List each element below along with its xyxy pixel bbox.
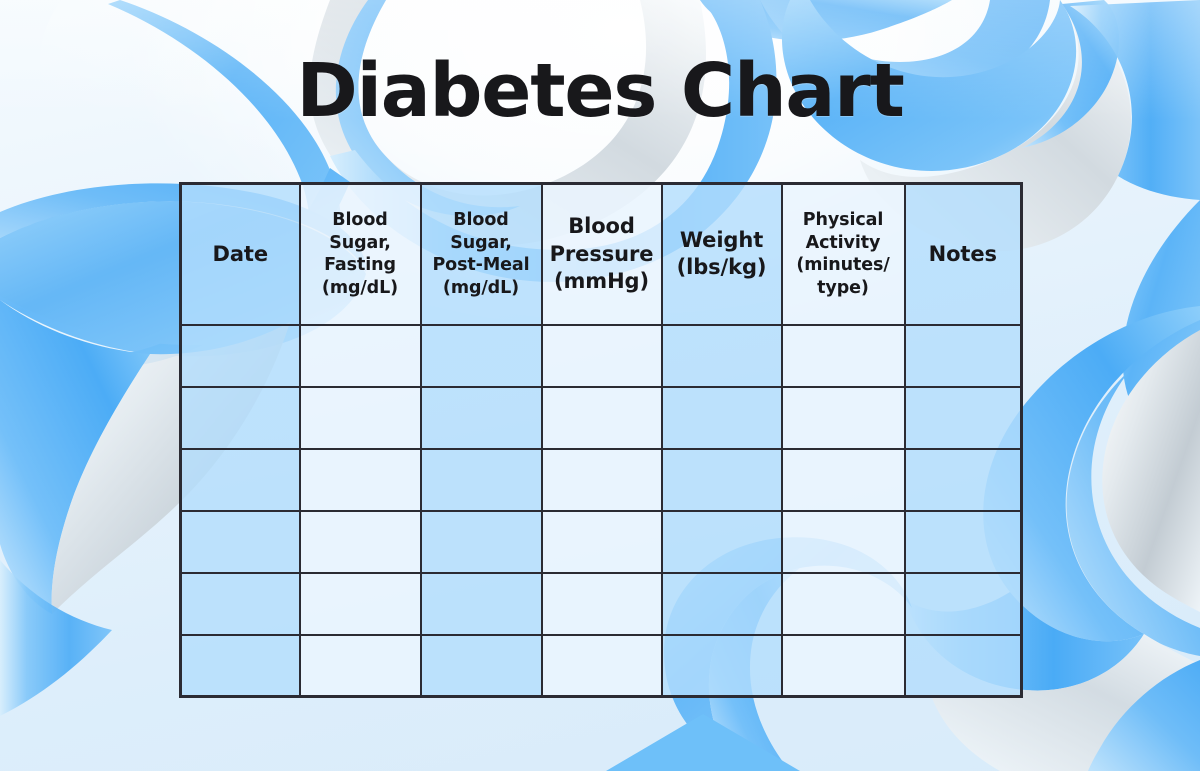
ribbon-top-center-strip <box>700 0 952 41</box>
column-header-line: Date <box>212 241 269 266</box>
table-row <box>179 323 1023 388</box>
cell-blood-pressure-row5[interactable] <box>540 571 663 636</box>
cell-blood-sugar-post-meal-row1[interactable] <box>419 323 543 388</box>
column-header-physical-activity: Physical Activity (minutes/type) <box>780 182 906 326</box>
cell-blood-sugar-fasting-row6[interactable] <box>298 633 422 698</box>
cell-blood-pressure-row4[interactable] <box>540 509 663 574</box>
column-header-line: Notes <box>928 241 997 266</box>
cell-blood-pressure-row1[interactable] <box>540 323 663 388</box>
cell-weight-row2[interactable] <box>660 385 783 450</box>
column-header-line: Blood <box>332 209 388 230</box>
cell-physical-activity-row5[interactable] <box>780 571 906 636</box>
cell-blood-sugar-fasting-row3[interactable] <box>298 447 422 512</box>
ribbon-left-tail <box>0 300 150 614</box>
cell-weight-row4[interactable] <box>660 509 783 574</box>
column-header-line: Physical <box>802 209 884 230</box>
table-row <box>179 385 1023 450</box>
cell-notes-row1[interactable] <box>903 323 1023 388</box>
cell-blood-sugar-fasting-row4[interactable] <box>298 509 422 574</box>
table-header: Date Blood Sugar, Fasting (mg/dL) Blood Sugar,… <box>179 182 1023 326</box>
column-header-line: Blood <box>453 209 509 230</box>
column-header-line: Post-Meal <box>432 255 530 276</box>
triangle-bottom-center <box>606 714 800 771</box>
ribbon-bottom-right-tip <box>1088 660 1200 771</box>
diabetes-chart-table: Date Blood Sugar, Fasting (mg/dL) Blood Sugar,… <box>179 182 1023 698</box>
cell-date-row5[interactable] <box>179 571 301 636</box>
column-header-line: type) <box>817 278 869 298</box>
column-header-weight: Weight (lbs/kg) <box>660 182 783 326</box>
column-header-line: Activity <box>805 232 881 253</box>
cell-date-row4[interactable] <box>179 509 301 574</box>
ribbon-right-upper <box>1122 200 1200 466</box>
cell-blood-sugar-fasting-row1[interactable] <box>298 323 422 388</box>
column-header-line: Weight <box>679 227 764 252</box>
column-header-line: (mmHg) <box>554 268 649 293</box>
cell-blood-sugar-post-meal-row3[interactable] <box>419 447 543 512</box>
column-header-line: (minutes/ <box>796 255 890 276</box>
table-row <box>179 447 1023 512</box>
cell-physical-activity-row3[interactable] <box>780 447 906 512</box>
cell-weight-row6[interactable] <box>660 633 783 698</box>
cell-physical-activity-row2[interactable] <box>780 385 906 450</box>
cell-notes-row5[interactable] <box>903 571 1023 636</box>
cell-weight-row3[interactable] <box>660 447 783 512</box>
column-header-blood-sugar-post-meal: Blood Sugar, Post-Meal (mg/dL) <box>419 182 543 326</box>
cell-notes-row6[interactable] <box>903 633 1023 698</box>
page-title: Diabetes Chart <box>296 48 904 134</box>
cell-date-row2[interactable] <box>179 385 301 450</box>
column-header-notes: Notes <box>903 182 1023 326</box>
cell-blood-pressure-row3[interactable] <box>540 447 663 512</box>
cell-date-row1[interactable] <box>179 323 301 388</box>
cell-blood-pressure-row6[interactable] <box>540 633 663 698</box>
column-header-line: Blood <box>568 214 635 239</box>
cell-notes-row4[interactable] <box>903 509 1023 574</box>
column-header-blood-sugar-fasting: Blood Sugar, Fasting (mg/dL) <box>298 182 422 326</box>
ribbon-right-loop-edge <box>1066 370 1200 656</box>
column-header-line: Sugar, <box>329 232 391 253</box>
cell-blood-sugar-post-meal-row4[interactable] <box>419 509 543 574</box>
table-row <box>179 509 1023 574</box>
column-header-line: (mg/dL) <box>442 278 520 298</box>
diabetes-chart-table-container: Date Blood Sugar, Fasting (mg/dL) Blood Sugar,… <box>179 182 1023 698</box>
ribbon-left-bottom-tip <box>0 560 112 716</box>
column-header-line: Fasting <box>324 255 396 276</box>
cell-blood-pressure-row2[interactable] <box>540 385 663 450</box>
column-header-line: Sugar, <box>450 232 512 253</box>
cell-weight-row5[interactable] <box>660 571 783 636</box>
table-body <box>179 323 1023 698</box>
cell-physical-activity-row4[interactable] <box>780 509 906 574</box>
table-header-row: Date Blood Sugar, Fasting (mg/dL) Blood Sugar,… <box>179 182 1023 326</box>
cell-blood-sugar-post-meal-row2[interactable] <box>419 385 543 450</box>
ribbon-right-loop-back <box>1102 330 1200 612</box>
cell-notes-row2[interactable] <box>903 385 1023 450</box>
cell-date-row3[interactable] <box>179 447 301 512</box>
cell-weight-row1[interactable] <box>660 323 783 388</box>
column-header-line: Pressure <box>549 241 654 266</box>
cell-date-row6[interactable] <box>179 633 301 698</box>
column-header-line: (lbs/kg) <box>676 255 767 280</box>
cell-blood-sugar-fasting-row5[interactable] <box>298 571 422 636</box>
table-row <box>179 633 1023 698</box>
cell-physical-activity-row6[interactable] <box>780 633 906 698</box>
column-header-line: (mg/dL) <box>321 278 399 298</box>
column-header-blood-pressure: Blood Pressure (mmHg) <box>540 182 663 326</box>
column-header-date: Date <box>179 182 301 326</box>
cell-notes-row3[interactable] <box>903 447 1023 512</box>
cell-physical-activity-row1[interactable] <box>780 323 906 388</box>
cell-blood-sugar-fasting-row2[interactable] <box>298 385 422 450</box>
table-row <box>179 571 1023 636</box>
cell-blood-sugar-post-meal-row6[interactable] <box>419 633 543 698</box>
cell-blood-sugar-post-meal-row5[interactable] <box>419 571 543 636</box>
